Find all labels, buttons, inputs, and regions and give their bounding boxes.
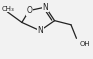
- Text: OH: OH: [80, 41, 91, 47]
- Text: N: N: [37, 26, 43, 35]
- Text: O: O: [26, 6, 32, 15]
- Text: CH₃: CH₃: [2, 6, 15, 12]
- Text: N: N: [43, 3, 48, 12]
